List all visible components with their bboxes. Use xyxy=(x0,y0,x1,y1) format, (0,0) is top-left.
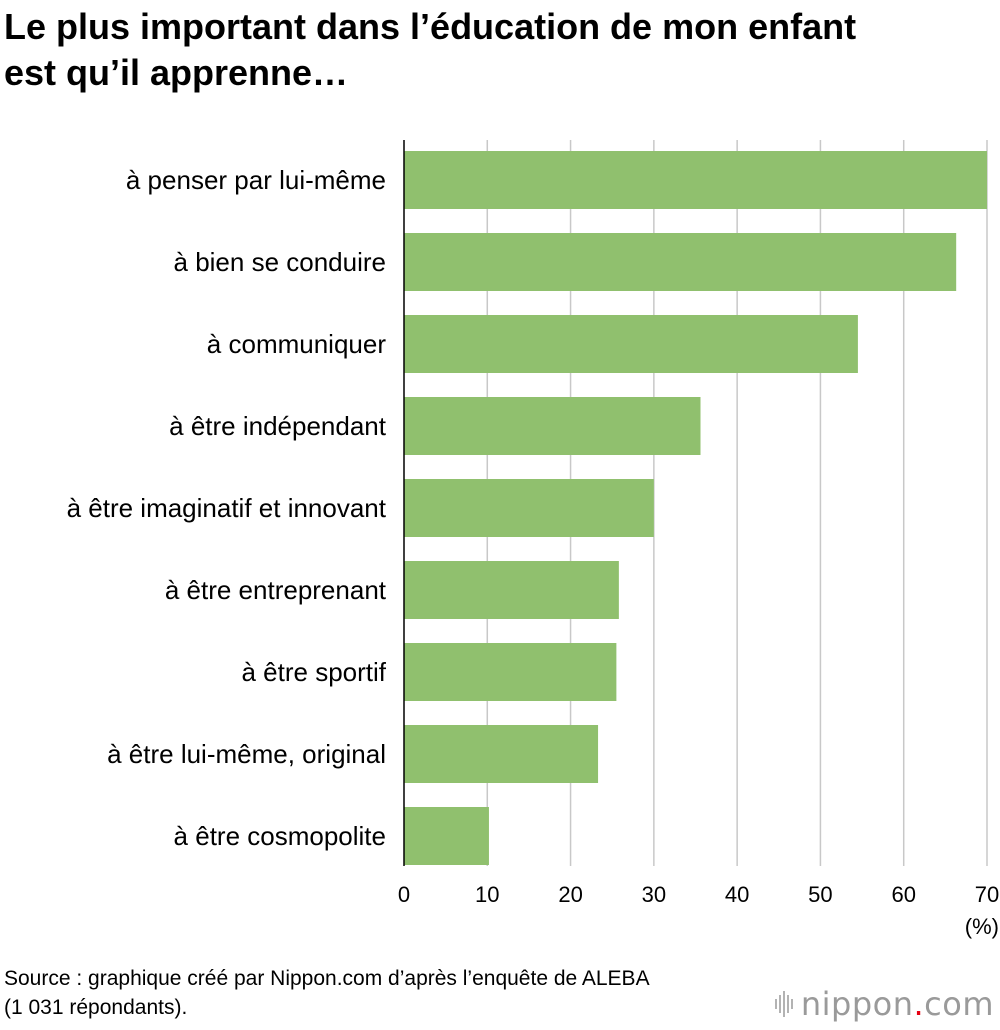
category-label: à être entreprenant xyxy=(165,575,387,605)
category-label: à être indépendant xyxy=(169,411,387,441)
x-axis-unit: (%) xyxy=(965,914,999,939)
source-line-1: Source : graphique créé par Nippon.com d… xyxy=(4,967,650,990)
bar xyxy=(404,643,617,701)
source-line-2: (1 031 répondants). xyxy=(4,996,188,1019)
x-tick-label: 20 xyxy=(558,882,582,907)
chart-title-line-1: Le plus important dans l’éducation de mo… xyxy=(4,6,857,47)
bar xyxy=(404,725,599,783)
category-label: à être lui-même, original xyxy=(107,739,386,769)
bar xyxy=(404,151,987,209)
category-label: à être imaginatif et innovant xyxy=(67,493,387,523)
x-tick-label: 30 xyxy=(642,882,666,907)
nippon-logo: nippon.com xyxy=(774,985,994,1023)
x-tick-label: 10 xyxy=(475,882,499,907)
bar xyxy=(404,561,619,619)
source-note: Source : graphique créé par Nippon.com d… xyxy=(4,964,650,1022)
x-tick-label: 40 xyxy=(725,882,749,907)
chart-title-line-2: est qu’il apprenne… xyxy=(4,52,349,93)
chart-title: Le plus important dans l’éducation de mo… xyxy=(4,4,994,96)
bar xyxy=(404,479,654,537)
x-tick-label: 60 xyxy=(891,882,915,907)
category-label: à être cosmopolite xyxy=(174,821,386,851)
nippon-logo-icon xyxy=(774,991,793,1017)
category-label: à communiquer xyxy=(207,329,387,359)
bar xyxy=(404,315,858,373)
nippon-logo-text: nippon.com xyxy=(800,985,994,1023)
x-tick-label: 70 xyxy=(975,882,999,907)
category-label: à penser par lui-même xyxy=(126,165,386,195)
category-label: à être sportif xyxy=(241,657,386,687)
x-tick-label: 0 xyxy=(398,882,410,907)
x-tick-label: 50 xyxy=(808,882,832,907)
bar xyxy=(404,233,957,291)
category-label: à bien se conduire xyxy=(174,247,386,277)
bar xyxy=(404,807,489,865)
bar xyxy=(404,397,701,455)
